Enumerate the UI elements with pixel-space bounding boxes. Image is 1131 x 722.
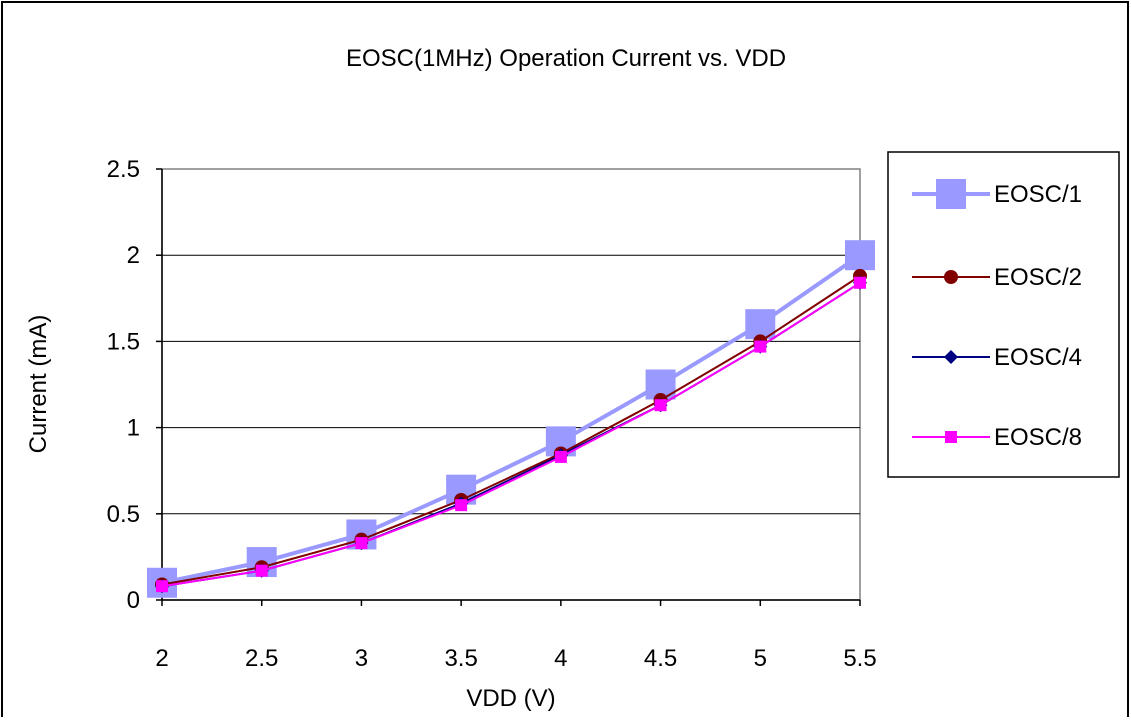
data-point	[854, 276, 866, 289]
legend-label: EOSC/4	[994, 344, 1082, 371]
legend-label: EOSC/8	[994, 424, 1082, 451]
legend: EOSC/1 EOSC/2 EOSC/4 EOSC/8	[912, 179, 1082, 451]
x-tick-label: 3	[355, 645, 368, 672]
legend-marker	[944, 270, 958, 284]
y-tick-label: 0.5	[107, 501, 140, 528]
x-tick-label: 5	[754, 645, 767, 672]
series-line	[161, 253, 862, 585]
y-tick-label: 0	[127, 587, 140, 614]
x-tick-label: 5.5	[843, 645, 876, 672]
x-tick-label: 4.5	[644, 645, 677, 672]
series-line	[161, 281, 861, 588]
axes	[156, 168, 861, 606]
plot-area	[161, 168, 861, 601]
chart-title: EOSC(1MHz) Operation Current vs. VDD	[346, 45, 786, 72]
data-point	[554, 450, 567, 463]
legend-label: EOSC/1	[994, 181, 1082, 208]
data-point	[654, 399, 667, 412]
x-tick-label: 3.5	[444, 645, 477, 672]
x-tick-label: 2.5	[245, 645, 278, 672]
y-tick-label: 1.5	[107, 328, 140, 355]
y-tick-label: 1	[127, 415, 140, 442]
legend-label: EOSC/2	[994, 264, 1082, 291]
data-point	[754, 340, 767, 353]
data-point	[355, 537, 368, 550]
series-layer	[147, 240, 875, 598]
x-axis-label: VDD (V)	[466, 685, 555, 712]
series-eosc-8	[156, 276, 866, 593]
legend-item: EOSC/8	[912, 424, 1082, 451]
legend-marker	[936, 179, 966, 209]
y-tick-label: 2.5	[107, 156, 140, 183]
legend-marker	[945, 431, 957, 443]
tick-labels: 0 0.5 1 1.5 2 2.5 2 2.5 3 3.5 4 4.5 5 5.5	[107, 156, 877, 672]
series-line	[161, 275, 861, 586]
data-point	[455, 499, 468, 512]
data-point	[845, 240, 875, 271]
legend-marker	[944, 350, 958, 364]
grid-lines	[162, 254, 860, 515]
legend-item: EOSC/1	[912, 179, 1082, 209]
legend-item: EOSC/2	[912, 264, 1082, 291]
x-tick-label: 2	[155, 645, 168, 672]
y-axis-label: Current (mA)	[25, 315, 52, 454]
y-tick-label: 2	[127, 242, 140, 269]
legend-item: EOSC/4	[912, 344, 1082, 371]
data-point	[156, 580, 168, 593]
legend-box	[887, 151, 1120, 478]
data-point	[255, 564, 268, 577]
x-tick-label: 4	[554, 645, 567, 672]
